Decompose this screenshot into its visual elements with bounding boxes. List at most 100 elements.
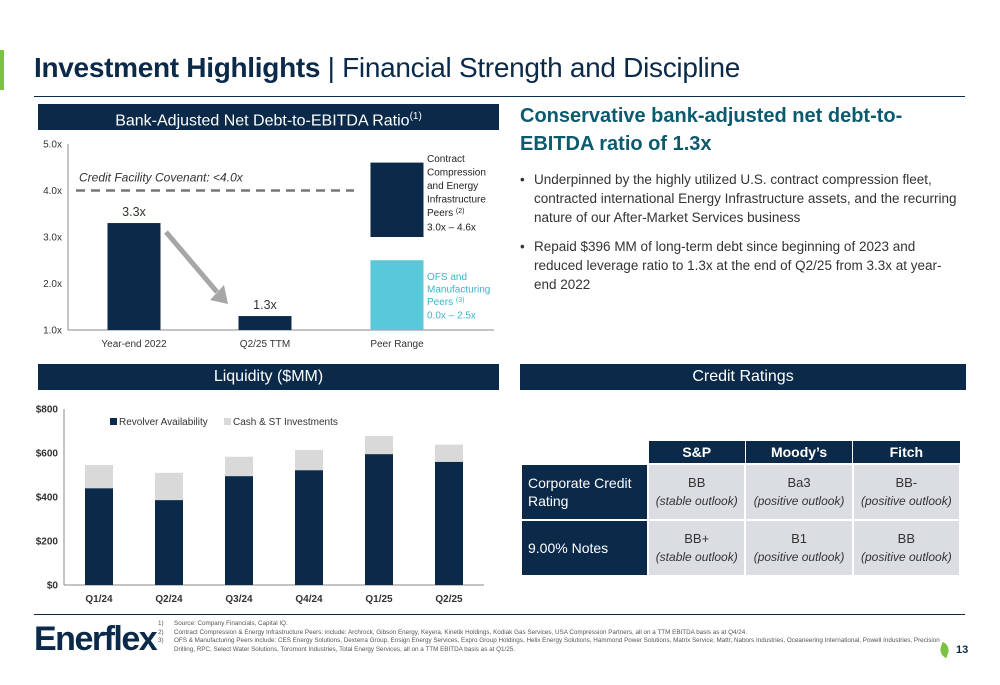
rating-cell: BB (positive outlook) [851,519,962,577]
page-title: Investment Highlights | Financial Streng… [34,52,740,84]
y-tick-label: 3.0x [43,233,62,244]
right-headline: Conservative bank-adjusted net debt-to-E… [520,105,903,155]
title-light: Financial Strength and Discipline [342,52,740,83]
leverage-panel-header: Bank-Adjusted Net Debt-to-EBITDA Ratio(1… [38,104,499,130]
title-bold: Investment Highlights [34,52,321,83]
footnote: 2) Contract Compression & Energy Infrastr… [158,629,948,638]
trend-arrow-head [210,285,228,304]
ratings-row: Corporate Credit Rating BB (stable outloo… [520,463,962,521]
x-tick-label: Q1/24 [85,594,113,605]
bar-value-label: 1.3x [253,298,277,312]
footnote: 1) Source: Company Financials, Capital IQ… [158,620,948,629]
peer-label-line: Peers (3) [427,297,464,308]
y-tick-label: $200 [36,537,59,548]
peer-label-line: Manufacturing [427,285,490,296]
rating-cell: Ba3 (positive outlook) [744,463,854,521]
liquidity-chart: $0 $200 $400 $600 $800 Q1/24 Q2/24 Q3/24 Q4/24 Q1… [36,405,484,605]
peer-label-line: OFS and [427,272,467,283]
peer-range-label: 0.0x – 2.5x [427,311,476,322]
rating-cell: BB+ (stable outlook) [646,519,747,577]
bar-value-label: 3.3x [122,205,146,219]
bar-1-4 [365,436,393,455]
credit-panel-title: Credit Ratings [692,368,794,385]
legend-label: Cash & ST Investments [233,417,338,428]
covenant-label: Credit Facility Covenant: <4.0x [79,171,244,185]
y-tick-label: $600 [36,449,59,460]
peer-label-line: Infrastructure [427,195,486,206]
leverage-chart: 1.0x 2.0x 3.0x 4.0x 5.0x 3.3x Year-end 2022 1.3… [43,140,494,350]
bar-1-3 [295,449,323,471]
bar-0-0 [85,488,113,585]
peer-range-bar-0 [370,162,424,237]
leverage-panel-title: Bank-Adjusted Net Debt-to-EBITDA Ratio [115,112,410,130]
rating-outlook: (positive outlook) [753,494,845,508]
rating-value: BB+ [684,531,710,546]
rating-outlook: (positive outlook) [860,550,952,564]
x-tick-label: Q4/24 [295,594,323,605]
footnotes: 1) Source: Company Financials, Capital IQ… [158,620,948,654]
bullet-list: Underpinned by the highly utilized U.S. … [520,170,960,304]
rating-value: BB- [895,475,918,490]
bullet-item: Underpinned by the highly utilized U.S. … [520,170,960,227]
rating-outlook: (stable outlook) [655,550,738,564]
footnote: 3) OFS & Manufacturing Peers include: CES… [158,637,948,654]
y-tick-label: $400 [36,493,59,504]
y-tick-label: 2.0x [43,279,62,290]
ratings-header-row: S&P Moody’s Fitch [520,440,961,465]
peer-range-label: 3.0x – 4.6x [427,223,476,234]
rating-outlook: (positive outlook) [753,550,845,564]
x-tick-label: Q2/24 [155,594,183,605]
title-separator: | [320,52,343,83]
col-moodys: Moody’s [744,440,854,465]
trend-arrow-shaft [164,230,219,294]
rating-cell: BB- (positive outlook) [851,463,962,521]
bar-0 [107,223,161,330]
rating-cell: B1 (positive outlook) [744,519,854,577]
ratings-table: S&P Moody’s Fitch Corporate Credit Ratin… [520,440,962,577]
bar-1-5 [435,444,463,462]
leverage-panel-footnote: (1) [409,111,422,122]
rating-value: BB [688,475,706,490]
bar-1-1 [155,472,183,501]
legend-swatch [224,418,231,425]
peer-label-line: Contract [427,154,465,165]
col-sp: S&P [647,440,746,465]
y-tick-label: 1.0x [43,326,62,337]
bar-0-2 [225,476,253,585]
liquidity-panel-title: Liquidity ($MM) [213,368,324,385]
rating-outlook: (positive outlook) [860,494,952,508]
bar-1 [238,316,292,330]
title-divider [34,96,965,97]
col-fitch: Fitch [852,440,961,465]
footer-divider [34,614,965,615]
x-tick-label: Q3/24 [225,594,253,605]
row-label: Corporate Credit Rating [520,463,649,521]
bar-0-4 [365,454,393,585]
bar-0-3 [295,470,323,585]
legend-label: Revolver Availability [119,417,208,428]
peer-label-line: and Energy [427,181,478,192]
x-tick-label: Q1/25 [365,594,393,605]
bar-1-0 [85,465,113,489]
y-tick-label: $0 [47,581,59,592]
x-tick-label: Peer Range [370,339,424,350]
rating-outlook: (stable outlook) [655,494,738,508]
company-logo: Enerflex [34,620,158,658]
bar-1-2 [225,456,253,477]
y-tick-label: 4.0x [43,186,62,197]
y-tick-label: 5.0x [43,140,62,151]
ratings-corner [520,440,649,465]
footnote-text: Source: Company Financials, Capital IQ. [174,620,288,627]
legend-swatch [110,418,117,425]
footnote-number: 3) [158,637,164,645]
bar-0-5 [435,461,463,585]
ratings-row: 9.00% Notes BB+ (stable outlook) B1 (posit… [520,519,962,577]
page-number: 13 [956,644,969,656]
x-tick-label: Q2/25 [435,594,463,605]
x-tick-label: Q2/25 TTM [240,339,290,350]
peer-range-bar-1 [370,260,424,330]
credit-panel-header: Credit Ratings [520,364,966,390]
peer-label-line: Peers (2) [427,208,464,219]
rating-value: Ba3 [787,475,811,490]
liquidity-panel-header: Liquidity ($MM) [38,364,499,390]
